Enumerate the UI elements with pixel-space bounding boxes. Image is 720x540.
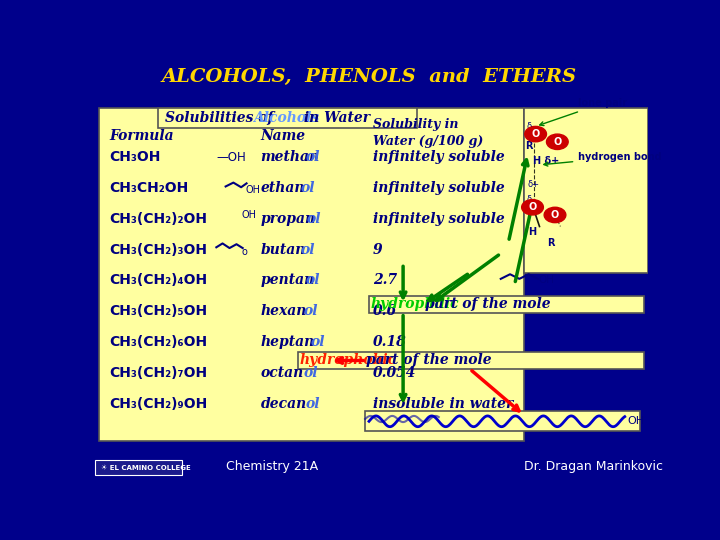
Text: OH: OH	[627, 416, 644, 426]
Text: Alcohols: Alcohols	[253, 111, 319, 125]
Text: O: O	[553, 137, 562, 147]
Text: OH: OH	[539, 275, 554, 286]
FancyBboxPatch shape	[369, 296, 644, 313]
Text: insoluble in water: insoluble in water	[373, 396, 513, 410]
Text: hexan: hexan	[261, 304, 307, 318]
Text: 2.7: 2.7	[373, 273, 397, 287]
Text: hydrophilic: hydrophilic	[371, 297, 459, 311]
Text: octan: octan	[261, 366, 304, 380]
Text: infinitely soluble: infinitely soluble	[373, 150, 505, 164]
FancyBboxPatch shape	[365, 411, 640, 431]
Text: ☀ EL CAMINO COLLEGE: ☀ EL CAMINO COLLEGE	[101, 464, 191, 470]
Text: ol: ol	[301, 181, 315, 195]
Text: OH: OH	[245, 185, 260, 195]
Text: propan: propan	[261, 212, 315, 226]
Text: ol: ol	[304, 366, 318, 380]
Text: Chemistry 21A: Chemistry 21A	[225, 460, 318, 473]
Text: infinitely soluble: infinitely soluble	[373, 212, 505, 226]
Text: ol: ol	[305, 273, 320, 287]
Text: CH₃(CH₂)₄OH: CH₃(CH₂)₄OH	[109, 273, 207, 287]
Text: CH₃(CH₂)₅OH: CH₃(CH₂)₅OH	[109, 304, 207, 318]
Text: δ-: δ-	[526, 195, 534, 204]
Text: ol: ol	[305, 396, 320, 410]
Text: decan: decan	[261, 396, 307, 410]
FancyBboxPatch shape	[96, 460, 182, 475]
FancyBboxPatch shape	[158, 108, 417, 128]
FancyBboxPatch shape	[99, 108, 524, 441]
Text: OH: OH	[242, 210, 257, 220]
Text: CH₃CH₂OH: CH₃CH₂OH	[109, 181, 189, 195]
Text: Dr. Dragan Marinkovic: Dr. Dragan Marinkovic	[524, 460, 663, 473]
FancyBboxPatch shape	[297, 352, 644, 369]
Text: ol: ol	[301, 242, 315, 256]
Text: 0.18: 0.18	[373, 335, 407, 349]
Ellipse shape	[522, 200, 544, 215]
Text: part of the mole: part of the mole	[366, 354, 492, 368]
Text: part of the mole: part of the mole	[425, 297, 550, 311]
Text: H δ+: H δ+	[534, 156, 559, 166]
Text: ALCOHOLS,  PHENOLS  and  ETHERS: ALCOHOLS, PHENOLS and ETHERS	[161, 68, 577, 86]
Text: heptan: heptan	[261, 335, 315, 349]
Text: methan: methan	[261, 150, 320, 164]
Text: ethan: ethan	[261, 181, 305, 195]
Text: CH₃OH: CH₃OH	[109, 150, 161, 164]
Text: CH₃(CH₂)₆OH: CH₃(CH₂)₆OH	[109, 335, 207, 349]
Ellipse shape	[525, 126, 546, 142]
Text: R: R	[525, 140, 532, 151]
Text: pentan: pentan	[261, 273, 315, 287]
Text: O: O	[551, 210, 559, 220]
Text: H: H	[528, 227, 536, 237]
FancyBboxPatch shape	[524, 108, 648, 273]
Text: 9: 9	[373, 242, 382, 256]
Text: o: o	[242, 247, 248, 257]
Text: δ-: δ-	[526, 122, 534, 131]
Text: ol: ol	[307, 212, 322, 226]
Text: δ+: δ+	[527, 180, 539, 190]
Text: CH₃(CH₂)₉OH: CH₃(CH₂)₉OH	[109, 396, 207, 410]
Ellipse shape	[544, 207, 566, 222]
Text: lone pair: lone pair	[540, 98, 627, 126]
Text: —OH: —OH	[216, 151, 246, 164]
Text: hydrophobic: hydrophobic	[300, 354, 397, 368]
Text: hydrogen bond: hydrogen bond	[544, 152, 662, 166]
Text: Solubility in
Water (g/100 g): Solubility in Water (g/100 g)	[373, 118, 483, 147]
Text: ol: ol	[305, 150, 320, 164]
Text: in Water: in Water	[300, 111, 370, 125]
Text: Formula: Formula	[109, 130, 174, 144]
Text: ol: ol	[311, 335, 325, 349]
Text: Name: Name	[261, 130, 305, 144]
Text: CH₃(CH₂)₃OH: CH₃(CH₂)₃OH	[109, 242, 207, 256]
Ellipse shape	[546, 134, 568, 150]
Text: infinitely soluble: infinitely soluble	[373, 181, 505, 195]
Text: O: O	[528, 202, 536, 212]
Text: CH₃(CH₂)₇OH: CH₃(CH₂)₇OH	[109, 366, 207, 380]
Text: R: R	[547, 239, 554, 248]
Text: ol: ol	[303, 304, 318, 318]
Text: 0.054: 0.054	[373, 366, 416, 380]
Text: 0.6: 0.6	[373, 304, 397, 318]
Text: Solubilities of: Solubilities of	[165, 111, 279, 125]
Text: O: O	[531, 129, 540, 139]
Text: butan: butan	[261, 242, 306, 256]
Text: CH₃(CH₂)₂OH: CH₃(CH₂)₂OH	[109, 212, 207, 226]
